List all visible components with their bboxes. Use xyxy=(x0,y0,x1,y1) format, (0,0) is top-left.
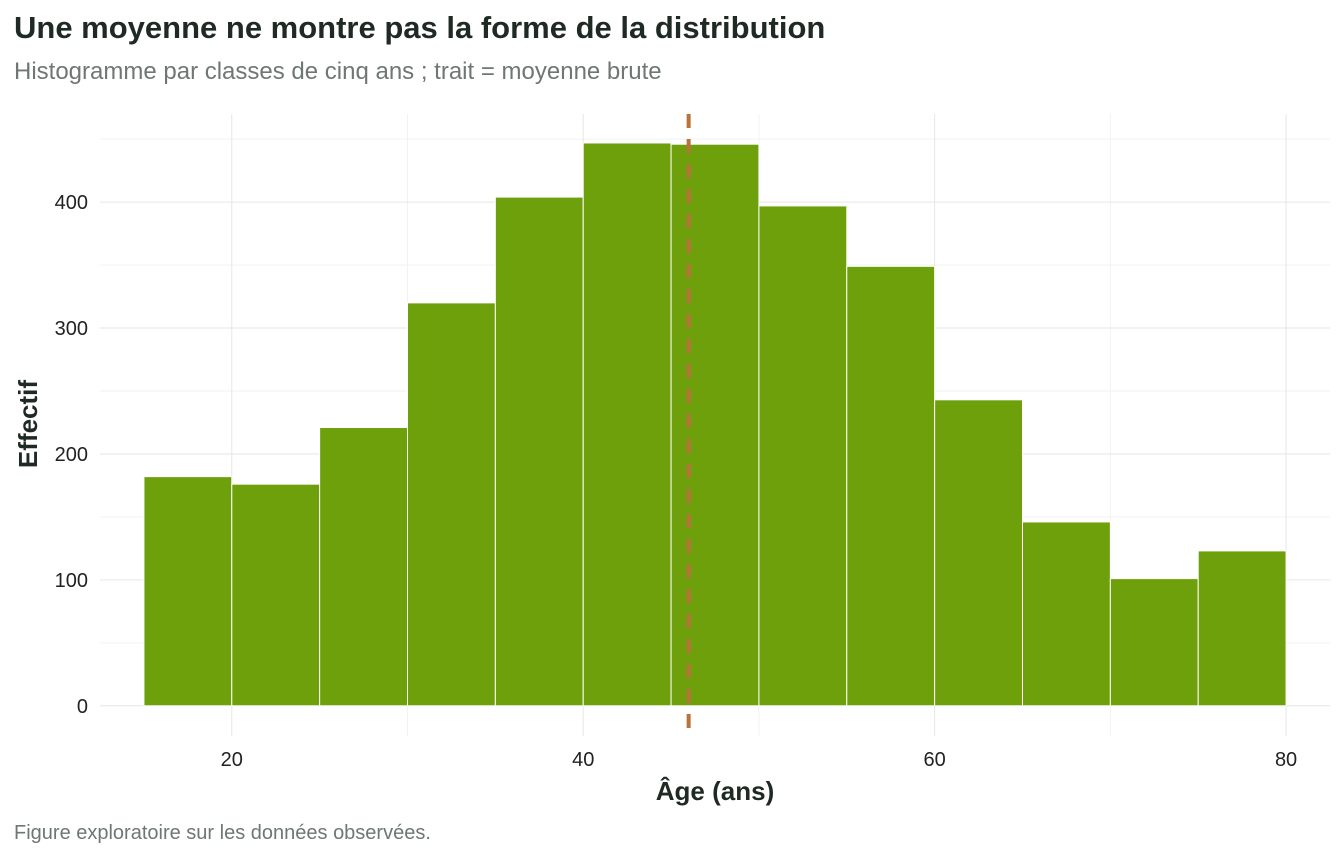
histogram-bar xyxy=(319,427,408,707)
x-tick-label: 60 xyxy=(924,749,946,771)
y-tick-labels: 0 100 200 300 400 xyxy=(55,192,88,718)
histogram-bar xyxy=(1022,521,1111,707)
histogram-bar xyxy=(934,399,1024,707)
histogram-bar xyxy=(143,476,233,707)
histogram-bar xyxy=(494,196,584,707)
y-tick-label: 0 xyxy=(77,696,88,718)
histogram-bar xyxy=(407,302,496,707)
y-tick-label: 200 xyxy=(55,444,88,466)
y-tick-label: 100 xyxy=(55,570,88,592)
histogram-bar xyxy=(1197,550,1287,707)
histogram-bar xyxy=(758,205,848,707)
histogram-bar xyxy=(582,142,672,707)
histogram-bar xyxy=(846,265,936,707)
x-tick-labels: 20 40 60 80 xyxy=(221,749,1298,771)
x-tick-label: 40 xyxy=(572,749,594,771)
histogram-bar xyxy=(670,143,760,707)
x-axis-title: Âge (ans) xyxy=(656,776,774,806)
x-tick-label: 20 xyxy=(221,749,243,771)
chart-title: Une moyenne ne montre pas la forme de la… xyxy=(14,10,826,45)
y-axis-title: Effectif xyxy=(13,380,43,468)
y-tick-label: 300 xyxy=(55,318,88,340)
y-tick-label: 400 xyxy=(55,192,88,214)
chart-caption: Figure exploratoire sur les données obse… xyxy=(14,822,431,844)
histogram-bar xyxy=(231,483,321,707)
x-tick-label: 80 xyxy=(1275,749,1297,771)
chart-subtitle: Histogramme par classes de cinq ans ; tr… xyxy=(14,58,662,85)
histogram-bar xyxy=(1109,578,1199,707)
bars xyxy=(143,142,1287,707)
